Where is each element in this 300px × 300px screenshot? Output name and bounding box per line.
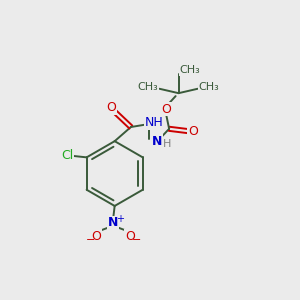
Text: N: N bbox=[108, 216, 119, 229]
Text: O: O bbox=[125, 230, 135, 243]
Text: CH₃: CH₃ bbox=[179, 65, 200, 76]
Text: −: − bbox=[86, 235, 95, 245]
Text: O: O bbox=[106, 101, 116, 114]
Text: NH: NH bbox=[145, 116, 164, 129]
Text: O: O bbox=[188, 125, 198, 138]
Text: H: H bbox=[163, 139, 171, 148]
Text: N: N bbox=[152, 135, 162, 148]
Text: Cl: Cl bbox=[61, 149, 73, 162]
Text: O: O bbox=[161, 103, 171, 116]
Text: CH₃: CH₃ bbox=[199, 82, 219, 92]
Text: CH₃: CH₃ bbox=[138, 82, 159, 92]
Text: −: − bbox=[132, 235, 141, 245]
Text: +: + bbox=[116, 214, 124, 224]
Text: O: O bbox=[92, 230, 101, 243]
